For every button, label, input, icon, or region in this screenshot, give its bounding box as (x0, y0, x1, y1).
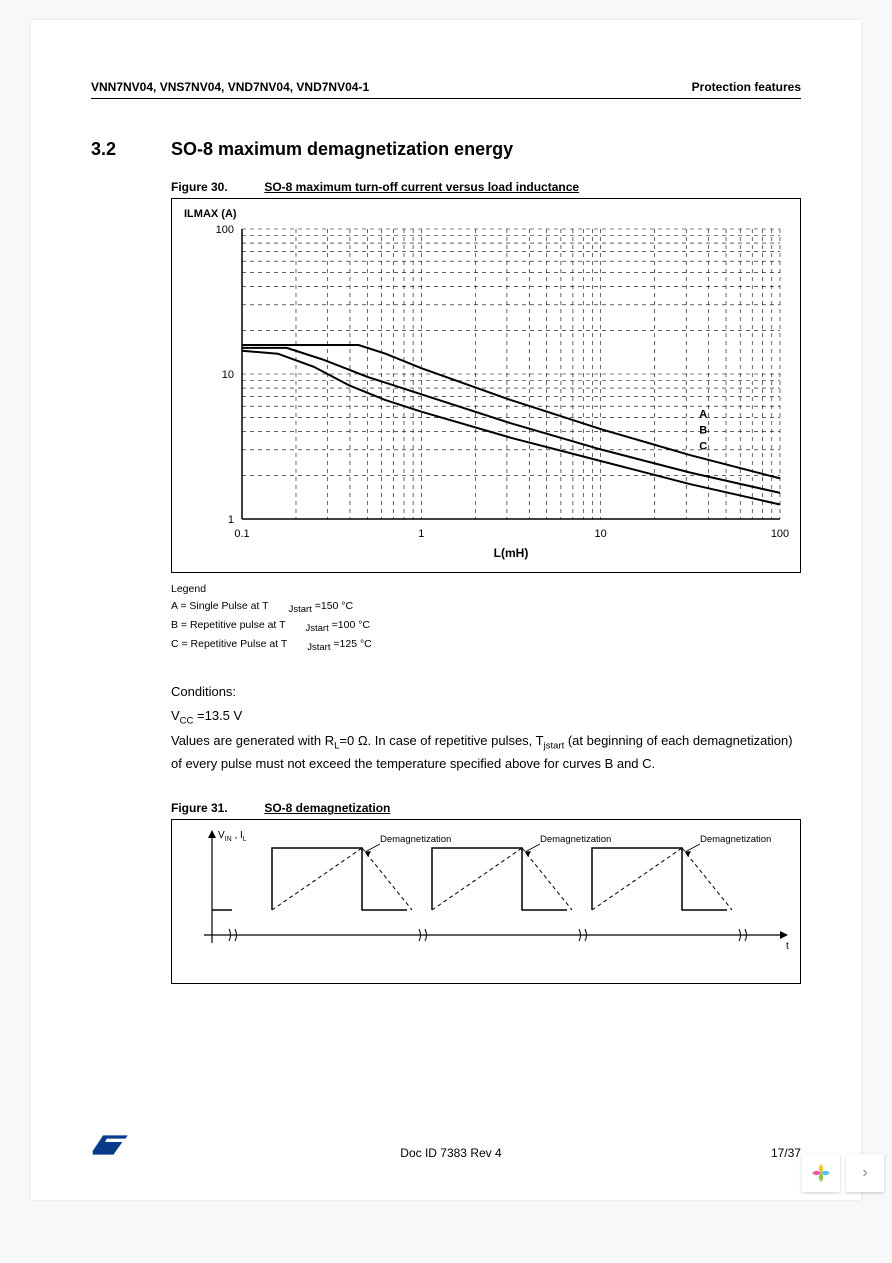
legend-pre: A = Single Pulse at T (171, 600, 269, 612)
figure31-caption: Figure 31. SO-8 demagnetization (171, 801, 801, 815)
svg-text:1: 1 (418, 528, 424, 540)
legend-title: Legend (171, 581, 801, 598)
footer-page: 17/37 (771, 1146, 801, 1160)
nav-color-icon[interactable] (802, 1154, 840, 1192)
conditions-line1: VCC =13.5 V (171, 704, 801, 731)
svg-text:0.1: 0.1 (234, 528, 249, 540)
page-header: VNN7NV04, VNS7NV04, VND7NV04, VND7NV04-1… (91, 80, 801, 99)
chevron-right-icon: › (862, 1164, 867, 1182)
legend-post: =150 °C (312, 600, 353, 612)
header-left: VNN7NV04, VNS7NV04, VND7NV04, VND7NV04-1 (91, 80, 369, 94)
section-heading: 3.2 SO-8 maximum demagnetization energy (91, 139, 801, 160)
svg-text:Demagnetization: Demagnetization (540, 834, 611, 845)
figure30-title: SO-8 maximum turn-off current versus loa… (264, 180, 579, 194)
st-logo (91, 1129, 131, 1160)
legend-row: A = Single Pulse at T Jstart =150 °C (171, 598, 801, 617)
legend-row: B = Repetitive pulse at T Jstart =100 °C (171, 617, 801, 636)
cond-l2a: Values are generated with R (171, 733, 334, 748)
legend-pre: C = Repetitive Pulse at T (171, 638, 287, 650)
nav-widget: › (802, 1154, 884, 1192)
svg-text:L(mH): L(mH) (494, 546, 529, 560)
footer-docid: Doc ID 7383 Rev 4 (400, 1146, 501, 1160)
figure30-caption: Figure 30. SO-8 maximum turn-off current… (171, 180, 801, 194)
section-title: SO-8 maximum demagnetization energy (171, 139, 513, 160)
cond-l1-pre: V (171, 708, 180, 723)
section-number: 3.2 (91, 139, 171, 160)
legend-row: C = Repetitive Pulse at T Jstart =125 °C (171, 636, 801, 655)
svg-text:Demagnetization: Demagnetization (700, 834, 771, 845)
svg-text:1: 1 (228, 514, 234, 526)
figure31-number: Figure 31. (171, 801, 261, 815)
svg-text:ILMAX (A): ILMAX (A) (184, 208, 237, 220)
svg-text:10: 10 (222, 369, 234, 381)
cond-l2c: =0 (339, 733, 357, 748)
cond-l2e: jstart (544, 741, 565, 752)
svg-text:C: C (699, 440, 707, 452)
svg-text:Demagnetization: Demagnetization (380, 834, 451, 845)
figure31-chart: VIN , ILtDemagnetizationDemagnetizationD… (171, 819, 801, 984)
legend-post: =100 °C (329, 619, 370, 631)
conditions-title: Conditions: (171, 680, 801, 705)
svg-text:t: t (786, 941, 789, 952)
page-footer: Doc ID 7383 Rev 4 17/37 (91, 1129, 801, 1160)
figure30-legend: Legend A = Single Pulse at T Jstart =150 … (171, 581, 801, 656)
legend-post: =125 °C (330, 638, 371, 650)
legend-sub: Jstart (289, 604, 312, 615)
legend-pre: B = Repetitive pulse at T (171, 619, 286, 631)
svg-text:100: 100 (216, 224, 234, 236)
nav-next-button[interactable]: › (846, 1154, 884, 1192)
cond-l1-post: =13.5 V (193, 708, 242, 723)
header-right: Protection features (692, 80, 801, 94)
figure30-chart: ILMAX (A)0.1110100110100L(mH)ABC (171, 198, 801, 573)
cond-l2d: In case of repetitive pulses, T (371, 733, 543, 748)
svg-text:100: 100 (771, 528, 789, 540)
figure30-svg: ILMAX (A)0.1110100110100L(mH)ABC (172, 199, 800, 569)
cond-l1-sub: CC (180, 716, 194, 727)
figure30-number: Figure 30. (171, 180, 261, 194)
legend-sub: Jstart (307, 642, 330, 653)
figure31-svg: VIN , ILtDemagnetizationDemagnetizationD… (172, 820, 800, 980)
svg-text:A: A (699, 409, 707, 421)
conditions-line2: Values are generated with RL=0 Ω. In cas… (171, 731, 801, 773)
conditions-block: Conditions: VCC =13.5 V Values are gener… (171, 680, 801, 774)
legend-sub: Jstart (306, 623, 329, 634)
cond-l2ohm: Ω. (358, 733, 371, 748)
svg-text:10: 10 (595, 528, 607, 540)
svg-text:B: B (699, 424, 707, 436)
figure31-title: SO-8 demagnetization (264, 801, 390, 815)
